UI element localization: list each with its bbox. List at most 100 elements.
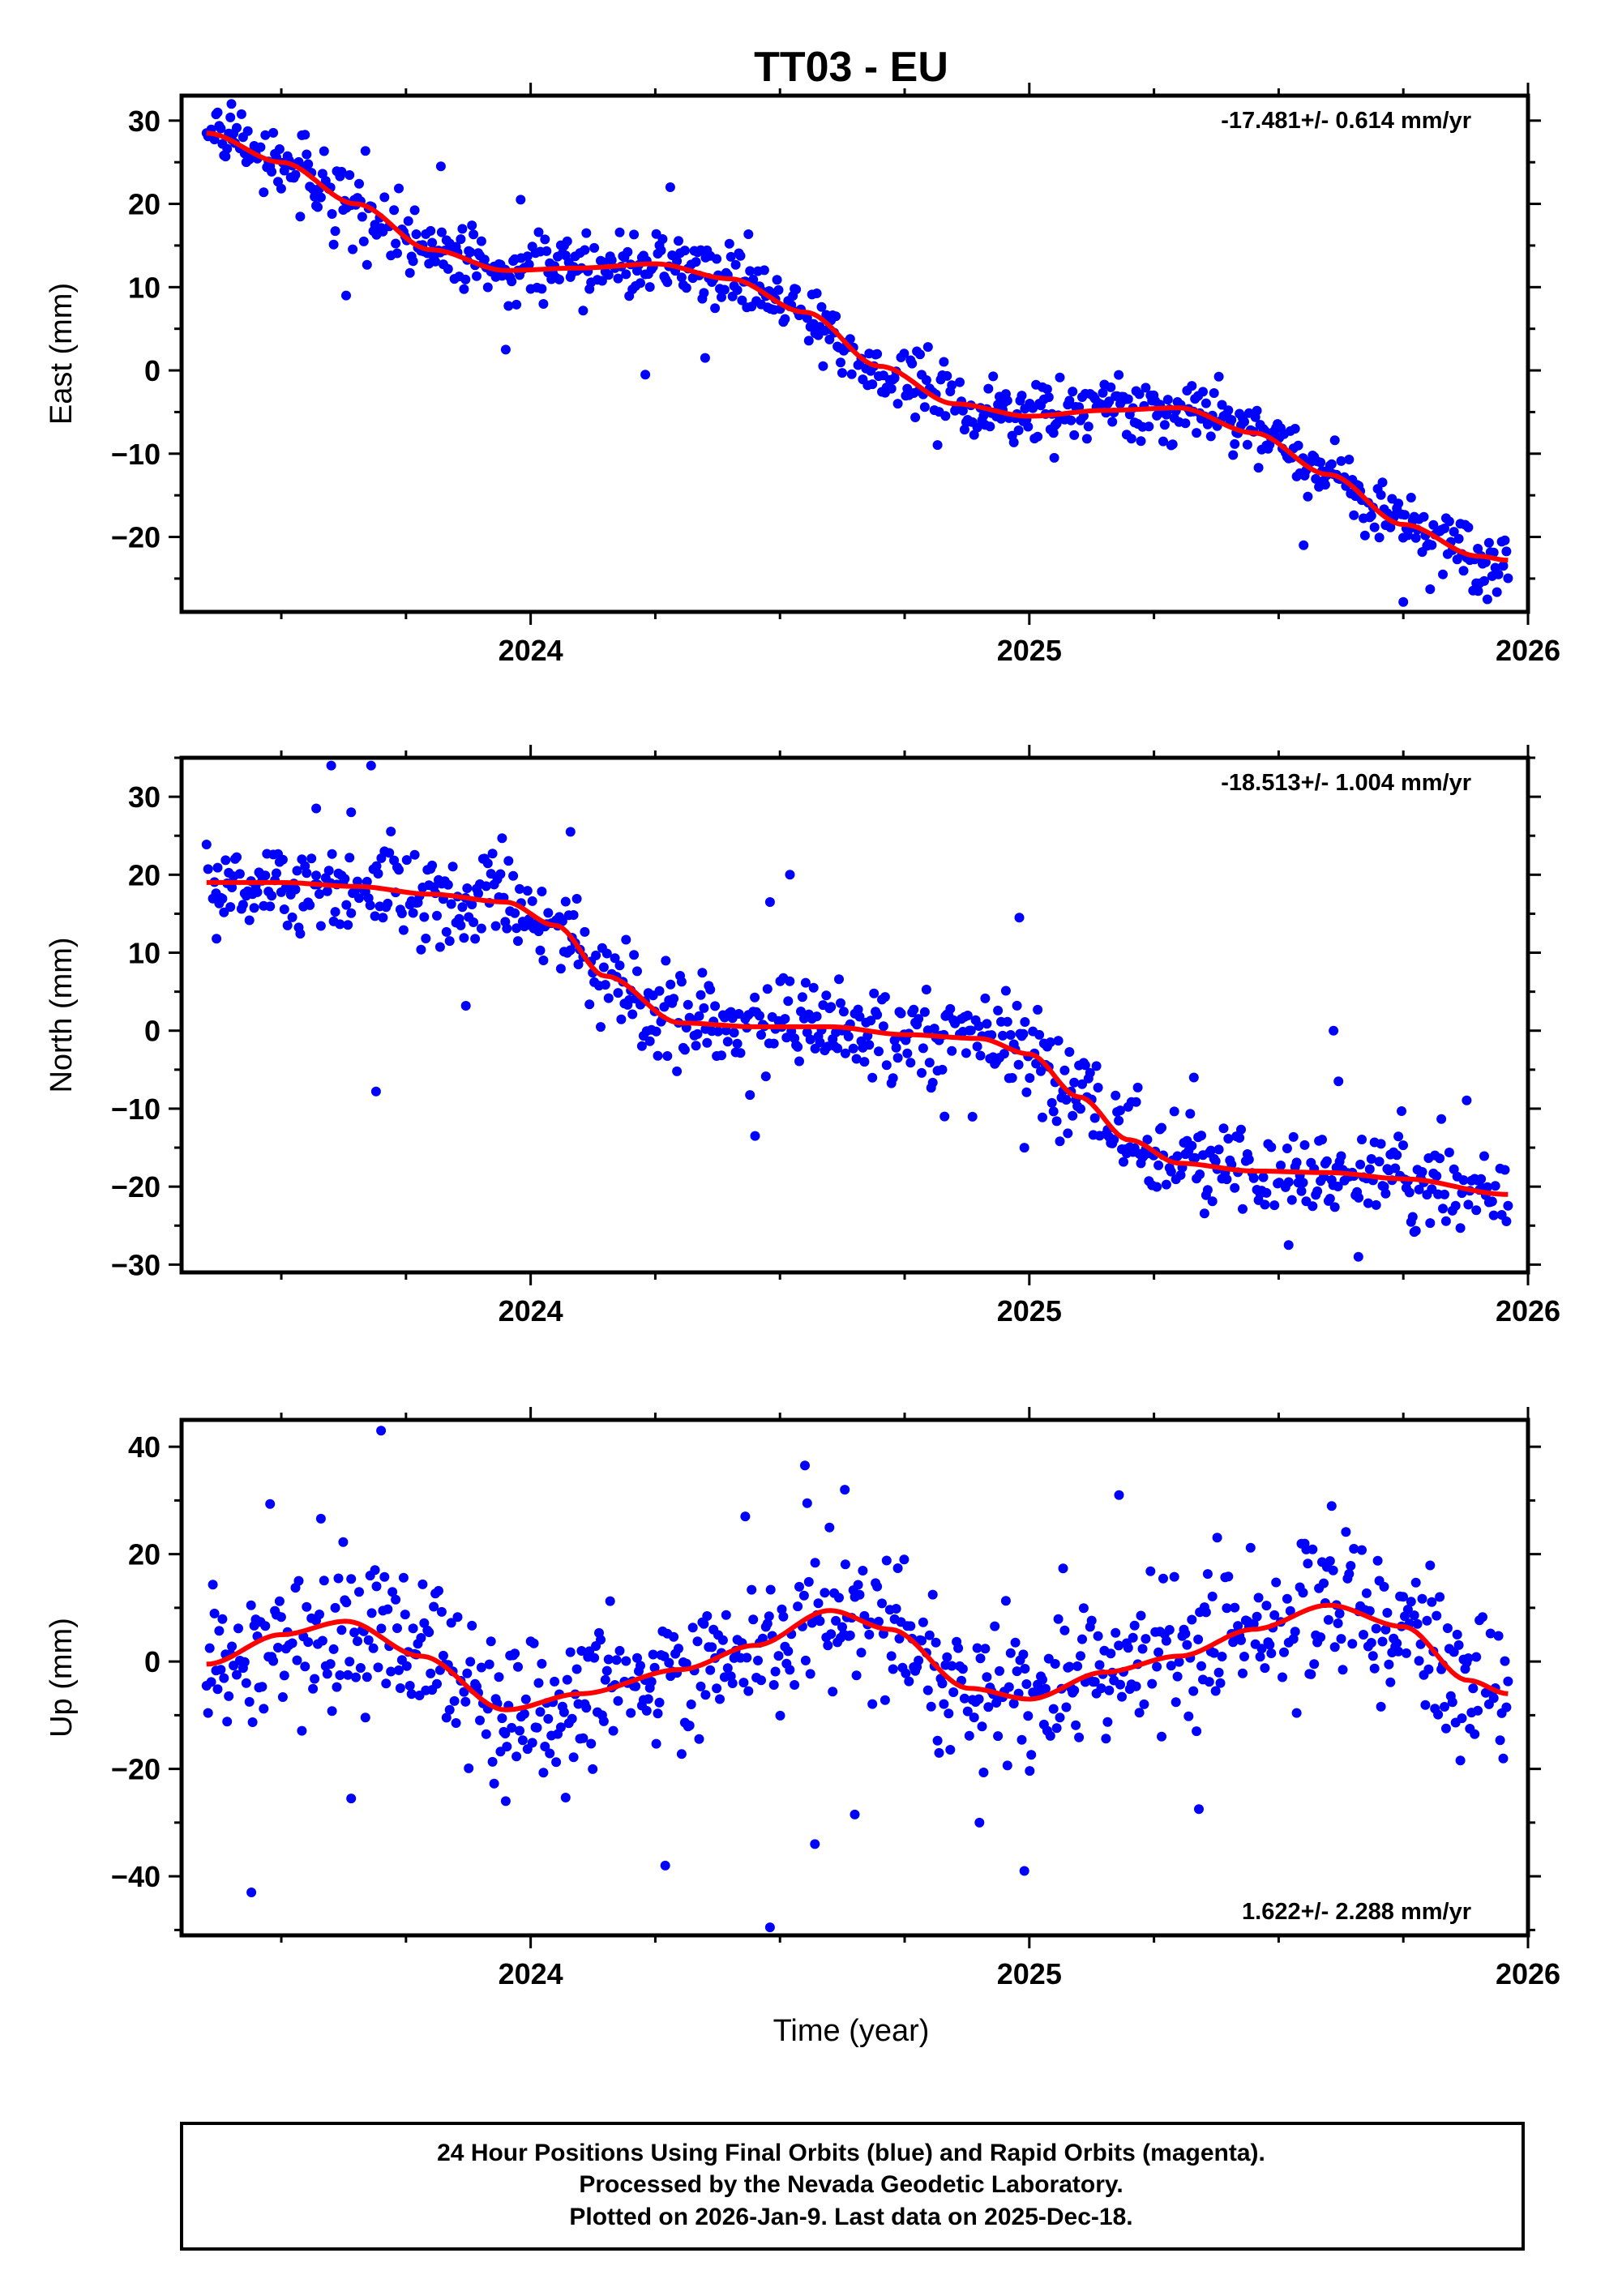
data-point xyxy=(1326,1501,1337,1511)
data-point xyxy=(1016,1734,1027,1745)
data-point xyxy=(1487,1196,1497,1207)
data-point xyxy=(730,259,741,270)
data-point xyxy=(1166,1166,1176,1177)
data-point xyxy=(244,1696,255,1707)
data-point xyxy=(927,1589,938,1600)
data-point xyxy=(315,1610,324,1619)
data-point xyxy=(1026,1750,1037,1760)
data-point xyxy=(222,143,233,154)
data-point xyxy=(1019,1143,1029,1153)
data-point xyxy=(1182,1640,1192,1650)
data-point xyxy=(1333,1618,1343,1628)
data-point xyxy=(308,1683,319,1694)
data-point xyxy=(1068,387,1078,397)
data-point xyxy=(1230,1602,1240,1613)
data-point xyxy=(662,277,673,288)
data-point xyxy=(1498,1753,1509,1764)
data-point xyxy=(336,166,347,177)
data-point xyxy=(1453,533,1464,544)
data-point xyxy=(1490,1181,1500,1191)
data-point xyxy=(1128,1632,1138,1643)
y-tick-label: 30 xyxy=(128,780,160,814)
data-point xyxy=(1161,1179,1171,1190)
data-point xyxy=(948,1687,959,1697)
data-point xyxy=(1136,436,1146,447)
data-point xyxy=(798,1590,809,1601)
data-point xyxy=(1503,1676,1513,1687)
data-point xyxy=(320,176,331,186)
data-point xyxy=(341,290,351,301)
data-point xyxy=(260,1621,271,1631)
data-point xyxy=(945,1003,956,1014)
data-point xyxy=(980,993,991,1003)
data-point xyxy=(1453,1640,1464,1650)
data-point xyxy=(1303,1558,1313,1569)
east-plot-frame xyxy=(179,93,1530,614)
data-point xyxy=(957,405,968,416)
data-point xyxy=(580,245,590,255)
data-point xyxy=(853,1580,863,1590)
data-point xyxy=(362,259,372,270)
data-point xyxy=(644,1036,655,1046)
data-point xyxy=(371,861,382,871)
data-point xyxy=(929,1024,939,1034)
data-point xyxy=(1329,1202,1340,1212)
data-point xyxy=(573,960,584,969)
data-point xyxy=(341,1597,352,1608)
data-point xyxy=(1217,400,1227,410)
data-point xyxy=(1482,1182,1492,1192)
data-point xyxy=(204,1643,215,1653)
data-point xyxy=(1114,1115,1124,1126)
data-point xyxy=(1463,1199,1474,1210)
data-point xyxy=(330,907,340,917)
data-point xyxy=(765,1584,776,1595)
data-point xyxy=(932,440,943,451)
data-point xyxy=(636,1661,645,1671)
data-point xyxy=(780,314,790,324)
data-point xyxy=(1132,1082,1143,1092)
data-point xyxy=(1282,1144,1292,1153)
data-point xyxy=(1410,1577,1421,1588)
data-point xyxy=(722,1663,733,1674)
data-point xyxy=(1328,1565,1338,1576)
data-point xyxy=(1374,1157,1385,1167)
data-point xyxy=(234,869,245,879)
data-point xyxy=(632,1653,642,1663)
data-point xyxy=(837,368,847,378)
data-point xyxy=(360,1712,370,1723)
data-point xyxy=(785,1665,795,1675)
data-point xyxy=(481,1729,491,1739)
data-point xyxy=(606,255,617,266)
data-point xyxy=(522,886,533,896)
data-point xyxy=(1023,421,1034,432)
data-point xyxy=(793,1601,803,1612)
data-point xyxy=(244,915,255,926)
data-point xyxy=(328,1644,339,1654)
data-point xyxy=(1457,1713,1467,1724)
data-point xyxy=(1440,1702,1449,1712)
data-point xyxy=(707,1642,717,1653)
data-point xyxy=(1059,1625,1070,1635)
data-point xyxy=(1141,383,1151,393)
data-point xyxy=(1374,532,1385,543)
data-point xyxy=(614,960,625,971)
data-point xyxy=(1042,384,1052,395)
data-point xyxy=(1000,1596,1011,1606)
data-point xyxy=(1115,1105,1125,1116)
data-point xyxy=(277,854,288,865)
data-point xyxy=(1500,1656,1510,1666)
data-point xyxy=(354,893,364,904)
data-point xyxy=(1077,1634,1087,1644)
footer-box xyxy=(180,2122,1525,2251)
data-point xyxy=(775,1710,785,1721)
data-point xyxy=(451,1718,461,1728)
data-point xyxy=(1171,1697,1181,1708)
data-point xyxy=(1252,405,1262,416)
data-point xyxy=(975,1653,986,1664)
data-point xyxy=(691,1041,701,1051)
data-point xyxy=(487,1756,498,1767)
data-point xyxy=(824,334,835,344)
data-point xyxy=(335,919,345,930)
data-point xyxy=(1061,1702,1072,1712)
data-point xyxy=(1473,586,1483,596)
